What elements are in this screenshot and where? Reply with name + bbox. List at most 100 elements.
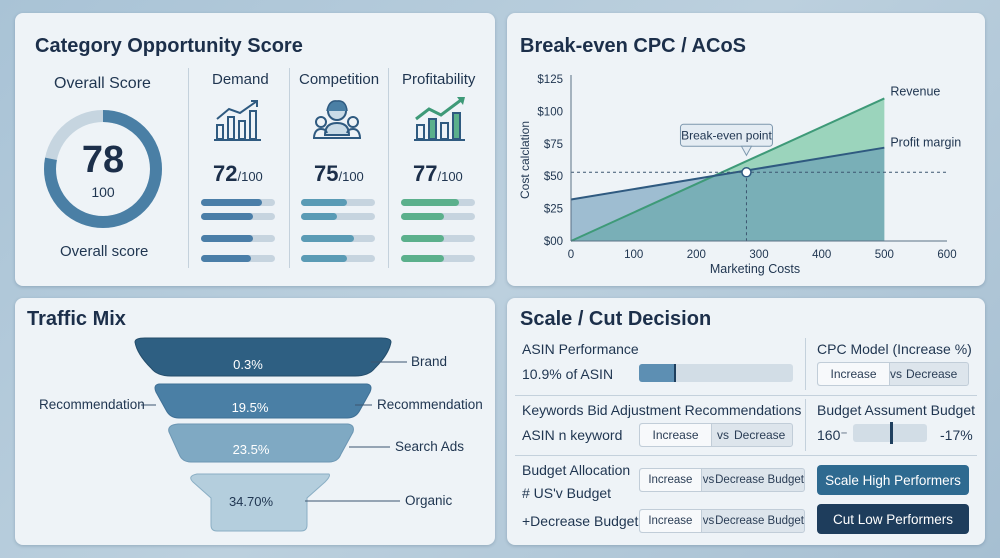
metric-profitability-label: Profitability — [402, 71, 476, 88]
cpc-vs: vs — [890, 367, 902, 381]
asin-performance-value: 10.9% of ASIN — [522, 366, 614, 382]
funnel-level-brand — [134, 337, 392, 377]
profitability-bar-2 — [401, 213, 475, 220]
budget-allocation-toggle[interactable]: Increase vs Decrease Budget — [639, 468, 805, 492]
keyword-decrease-option[interactable]: Decrease — [734, 428, 786, 442]
cpc-model-label: CPC Model (Increase %) — [817, 341, 972, 357]
cpc-decrease-option[interactable]: Decrease — [906, 367, 958, 381]
opportunity-title: Category Opportunity Score — [35, 35, 303, 57]
funnel-label-recommendation: Recommendation — [377, 397, 483, 412]
metric-profitability-score: 77/100 — [413, 161, 463, 186]
x-tick-label: 400 — [812, 249, 831, 261]
demand-bar-3 — [201, 235, 275, 242]
x-axis-title: Marketing Costs — [710, 262, 800, 276]
budget-allocation-sub: # US'v Budget — [522, 485, 612, 501]
funnel-label-recommendation-left: Recommendation — [39, 397, 145, 412]
metric-competition-score: 75/100 — [314, 161, 364, 186]
funnel-label-organic: Organic — [405, 493, 453, 508]
profitability-bar-4 — [401, 255, 475, 262]
y-tick-label: $125 — [537, 74, 563, 86]
funnel-level-recommendation — [154, 383, 372, 419]
asin-performance-label: ASIN Performance — [522, 341, 639, 357]
cut-low-performers-button[interactable]: Cut Low Performers — [817, 504, 969, 534]
funnel-label-search-ads: Search Ads — [395, 439, 464, 454]
keyword-bid-toggle[interactable]: Increase vs Decrease — [639, 423, 793, 447]
breakeven-point — [741, 167, 752, 178]
revenue-label: Revenue — [890, 84, 940, 98]
keyword-increase-option[interactable]: Increase — [640, 424, 712, 446]
budget-assume-max: -17% — [940, 427, 973, 443]
budget-slider-thumb[interactable] — [890, 422, 893, 444]
allocation-increase-option[interactable]: Increase — [640, 469, 702, 491]
y-tick-label: $50 — [544, 171, 563, 183]
traffic-title: Traffic Mix — [27, 308, 126, 330]
keyword-bid-label: Keywords Bid Adjustment Recommendations — [522, 402, 802, 418]
keyword-bid-sub: ASIN n keyword — [522, 427, 623, 443]
funnel-value-search-ads: 23.5% — [233, 442, 270, 457]
demand-bar-1 — [201, 199, 275, 206]
breakeven-chart: $00 $25 $50 $75 $100 $125 0 100 200 300 400 500 600… — [518, 74, 961, 276]
overall-heading: Overall Score — [54, 75, 151, 92]
traffic-funnel: 0.3% 19.5% 23.5% 34.70% Brand Recommenda… — [39, 337, 483, 532]
competition-bar-1 — [301, 199, 375, 206]
y-tick-label: $75 — [544, 139, 563, 151]
overall-score-value: 78 — [81, 139, 125, 181]
x-tick-label: 500 — [875, 249, 894, 261]
x-tick-label: 0 — [568, 249, 574, 261]
profitability-bar-1 — [401, 199, 475, 206]
funnel-level-organic — [190, 473, 330, 532]
profit-area — [571, 147, 885, 241]
y-tick-label: $100 — [537, 106, 563, 118]
demand-bar-4 — [201, 255, 275, 262]
x-tick-label: 600 — [937, 249, 956, 261]
trend-chart-icon — [214, 100, 261, 141]
decision-title: Scale / Cut Decision — [520, 308, 712, 330]
competition-bar-3 — [301, 235, 375, 242]
cpc-model-toggle[interactable]: Increase vs Decrease — [817, 362, 969, 386]
budget-allocation-label: Budget Allocation — [522, 462, 631, 478]
breakeven-callout-text: Break-even point — [681, 128, 772, 142]
profit-line — [570, 146, 885, 201]
funnel-value-recommendation: 19.5% — [232, 400, 269, 415]
funnel-value-organic: 34.70% — [229, 494, 274, 509]
budget-assume-min: 160⁻ — [817, 427, 848, 443]
overall-score-denominator: 100 — [91, 184, 115, 200]
breakeven-callout: Break-even point — [679, 123, 773, 157]
cpc-increase-option[interactable]: Increase — [818, 363, 890, 385]
allocation-decrease-option[interactable]: Decrease Budget — [715, 474, 804, 486]
people-icon — [313, 100, 361, 139]
y-tick-label: $00 — [544, 236, 563, 248]
traffic-panel: Traffic Mix 0.3% 19.5% 23.5% 34.70% Bran… — [15, 298, 495, 545]
decision-panel: Scale / Cut Decision ASIN Performance 10… — [507, 298, 985, 545]
competition-bar-2 — [301, 213, 375, 220]
decrease-budget-label: +Decrease Budget — [522, 513, 639, 529]
growth-chart-icon — [414, 97, 465, 141]
opportunity-panel: Category Opportunity Score Overall Score… — [15, 13, 495, 286]
x-tick-label: 100 — [624, 249, 643, 261]
funnel-label-brand: Brand — [411, 354, 447, 369]
competition-bar-4 — [301, 255, 375, 262]
decrease-decrease-option[interactable]: Decrease Budget — [715, 515, 804, 527]
allocation-vs: vs — [702, 474, 715, 486]
scale-high-performers-button[interactable]: Scale High Performers — [817, 465, 969, 495]
asin-performance-bar — [639, 364, 793, 382]
decrease-budget-toggle[interactable]: Increase vs Decrease Budget — [639, 509, 805, 533]
overall-score-ring — [44, 110, 162, 228]
revenue-line — [570, 97, 885, 242]
overall-caption: Overall score — [60, 243, 149, 260]
budget-assume-label: Budget Assument Budget — [817, 402, 975, 418]
profit-label: Profit margin — [890, 136, 961, 150]
budget-assume-slider[interactable] — [853, 422, 927, 444]
x-tick-label: 200 — [687, 249, 706, 261]
keyword-vs: vs — [717, 428, 729, 442]
funnel-value-brand: 0.3% — [233, 357, 263, 372]
decrease-increase-option[interactable]: Increase — [640, 510, 702, 532]
breakeven-title: Break-even CPC / ACoS — [520, 35, 746, 57]
metric-competition-label: Competition — [299, 71, 380, 88]
y-axis-title: Cost calclation — [518, 121, 532, 199]
x-tick-label: 300 — [749, 249, 768, 261]
breakeven-panel: Break-even CPC / ACoS $00 $25 $50 $75 $100 $1… — [507, 13, 985, 286]
decrease-vs: vs — [702, 515, 715, 527]
profitability-bar-3 — [401, 235, 475, 242]
metric-demand-score: 72/100 — [213, 161, 263, 186]
